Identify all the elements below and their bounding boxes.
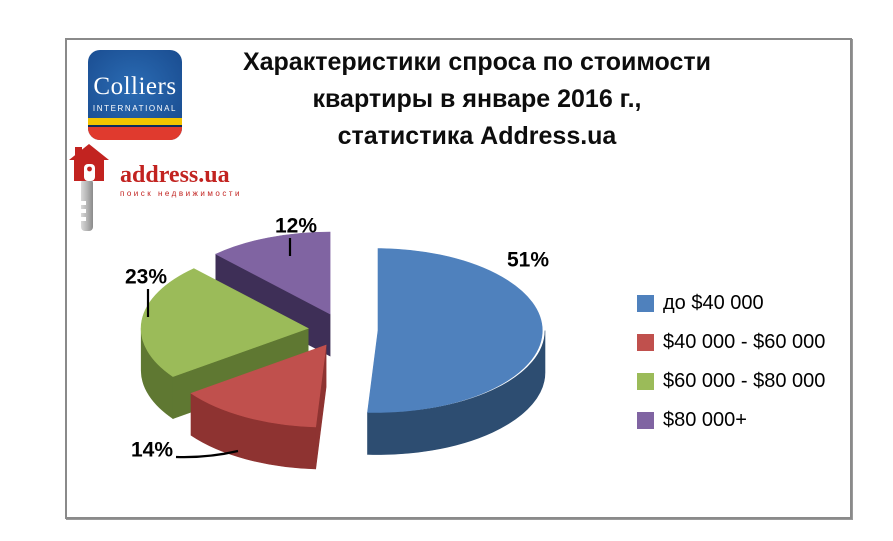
house-roof	[69, 144, 109, 160]
house-key-icon	[69, 144, 109, 231]
pie-chart-area: 12% 23% 14% 51%	[80, 205, 580, 505]
legend-item: $40 000 - $60 000	[637, 323, 825, 362]
legend-label: $80 000+	[663, 409, 747, 431]
legend-swatch-blue	[637, 295, 654, 312]
pie-slice-0-rim	[367, 330, 546, 455]
pie-label-leader-line-1	[175, 449, 239, 459]
address-logo-subtitle: поиск недвижимости	[120, 189, 242, 198]
legend-item: до $40 000	[637, 284, 825, 323]
colliers-logo-name: Colliers	[93, 73, 177, 100]
legend-swatch-red	[637, 334, 654, 351]
chart-legend: до $40 000 $40 000 - $60 000 $60 000 - $…	[637, 284, 825, 440]
key-notch	[81, 201, 86, 205]
legend-swatch-purple	[637, 412, 654, 429]
chart-title-line-1: Характеристики спроса по стоимости	[242, 48, 712, 76]
address-ua-logo: address.ua поиск недвижимости	[68, 143, 242, 235]
pie-data-label-2: 23%	[125, 266, 167, 289]
pie-data-label-1: 14%	[131, 439, 173, 462]
colliers-red-stripe	[88, 127, 182, 140]
legend-label: до $40 000	[663, 292, 764, 314]
legend-swatch-green	[637, 373, 654, 390]
key-notch	[81, 217, 86, 221]
key-notch	[81, 209, 86, 213]
legend-label: $60 000 - $80 000	[663, 370, 826, 392]
pie-slice-3-top	[215, 231, 331, 315]
colliers-yellow-stripe	[88, 118, 182, 125]
legend-item: $80 000+	[637, 401, 825, 440]
keyhole	[87, 166, 92, 172]
house-door	[84, 164, 95, 181]
legend-label: $40 000 - $60 000	[663, 331, 826, 353]
pie-data-label-3: 12%	[275, 215, 317, 238]
pie-slice-1-top	[190, 344, 327, 428]
chart-title: Характеристики спроса по стоимости кварт…	[157, 44, 797, 155]
colliers-logo: Colliers INTERNATIONAL	[88, 50, 182, 140]
pie-data-label-0: 51%	[507, 249, 549, 272]
colliers-navy-stripe	[88, 125, 182, 127]
colliers-logo-subtitle: INTERNATIONAL	[92, 104, 178, 113]
pie-slice-0-top	[367, 248, 543, 413]
legend-item: $60 000 - $80 000	[637, 362, 825, 401]
pie-slice-2-top	[140, 268, 309, 377]
chart-title-line-2: квартиры в январе 2016 г.,	[312, 85, 642, 113]
address-logo-name: address.ua	[120, 162, 230, 188]
chart-title-line-3: статистика Address.ua	[337, 122, 617, 150]
pie-chart: 12% 23% 14% 51%	[125, 215, 549, 470]
